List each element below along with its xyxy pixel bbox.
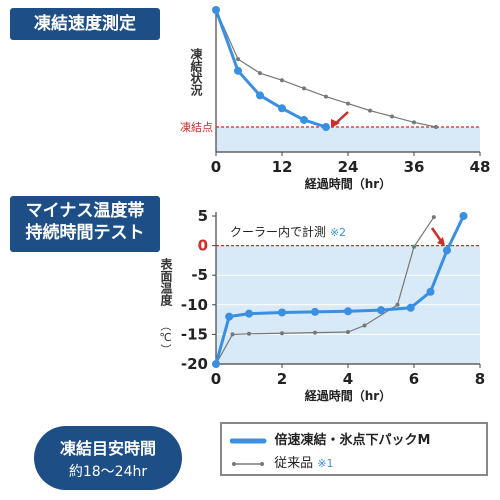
chart2-annotation-note: ※2 [330, 226, 346, 239]
freeze-time-badge: 凍結目安時間 約18〜24hr [34, 426, 182, 490]
chart2-point-main [443, 246, 451, 255]
chart1-ylabel: 凍結状況 [189, 48, 203, 96]
chart1-point-conventional [236, 57, 240, 62]
chart2-point-conventional [395, 302, 400, 307]
chart1-arrow-icon [331, 111, 349, 128]
chart1-point-main [212, 6, 220, 14]
chart2-y-tick-label: -20 [181, 355, 208, 373]
legend-swatch-main [230, 438, 267, 443]
badge-subtitle: 約18〜24hr [68, 464, 148, 480]
chart2-point-conventional [313, 330, 317, 335]
chart1-point-main [278, 104, 286, 113]
chart2-annotation: クーラー内で計測 ※2 [230, 224, 346, 239]
chart2-point-main [278, 308, 286, 317]
chart2: 0 2 4 6 8 5 0 -5 -10 -15 -20 クーラー内で計測 ※2 経過時間（hr） [181, 207, 485, 403]
chart1-point-conventional [412, 120, 416, 125]
chart1-freeze-label: 凍結点 [180, 120, 213, 134]
legend-label-main: 倍速凍結・氷点下パックM [274, 433, 431, 448]
chart2-x-tick-label: 6 [409, 370, 419, 388]
badge-title: 凍結目安時間 [59, 439, 156, 458]
chart2-point-main [245, 309, 253, 318]
chart2-y-tick-label: -5 [191, 266, 208, 284]
chart1-point-main [322, 123, 330, 131]
chart2-point-conventional [412, 244, 416, 249]
chart2-x-tick-label: 4 [343, 370, 353, 388]
legend-swatch-conventional [232, 461, 264, 466]
chart1-point-conventional [280, 78, 284, 83]
chart2-point-conventional [280, 331, 284, 336]
chart1-point-conventional [368, 108, 372, 113]
chart1-point-main [300, 115, 308, 124]
chart1-point-conventional [346, 101, 350, 106]
chart2-point-conventional [247, 331, 251, 336]
chart2-title: マイナス温度帯 持続時間テスト [10, 196, 160, 252]
chart2-point-main [459, 212, 468, 220]
chart1-point-conventional [302, 86, 306, 91]
chart1-x-tick-label: 24 [338, 158, 359, 176]
chart2-y-tick-label: 5 [198, 207, 208, 225]
chart2-x-tick-label: 8 [475, 370, 485, 388]
chart2-y-tick-label: -10 [181, 296, 208, 314]
chart2-x-tick-label: 0 [211, 370, 221, 388]
chart2-annotation-text: クーラー内で計測 [230, 224, 326, 239]
chart2-point-main [225, 312, 234, 321]
chart2-point-conventional [230, 332, 235, 337]
chart2-point-main [311, 307, 319, 316]
chart1-point-conventional [324, 94, 328, 99]
chart2-point-main [377, 306, 385, 315]
chart2-point-conventional [362, 323, 367, 328]
chart2-title-line2: 持続時間テスト [25, 223, 145, 243]
chart1-x-tick-label: 36 [404, 158, 425, 176]
chart2-y-tick-label: 0 [198, 237, 208, 255]
chart1-x-tick-label: 48 [470, 158, 491, 176]
legend-item-main: 倍速凍結・氷点下パックM [230, 429, 430, 448]
chart2-point-conventional [346, 330, 350, 335]
chart2-y-tick-label: -15 [181, 325, 208, 343]
chart2-point-main [344, 307, 352, 316]
chart2-series-conventional-line [215, 216, 435, 365]
chart1-x-tick-label: 12 [272, 158, 293, 176]
chart2-point-conventional [431, 215, 436, 220]
chart1-point-main [234, 66, 242, 75]
chart2-ylabel: 表面温度 [159, 258, 173, 306]
chart1-x-tick-label: 0 [211, 158, 221, 176]
legend: 倍速凍結・氷点下パックM 従来品 ※1 [220, 422, 488, 476]
chart1-point-conventional [390, 114, 394, 119]
chart1-point-main [256, 91, 264, 100]
chart2-arrow-icon [430, 227, 445, 246]
chart1-point-conventional [434, 125, 438, 129]
chart2-point-main [406, 303, 415, 312]
chart1-below-freeze-fill [216, 127, 480, 152]
chart1: 凍結点 0 12 24 36 48 経過時間（hr） [180, 6, 490, 191]
chart2-xlabel: 経過時間（hr） [305, 388, 391, 403]
chart2-point-main [212, 360, 220, 368]
chart2-title-line1: マイナス温度帯 [25, 201, 145, 221]
chart1-series-main-line [214, 9, 327, 129]
chart1-point-conventional [258, 71, 262, 76]
legend-note: ※1 [317, 457, 334, 470]
chart1-xlabel: 経過時間（hr） [305, 176, 391, 191]
legend-item-conventional: 従来品 ※1 [230, 452, 334, 471]
chart2-point-main [426, 287, 435, 296]
chart1-series-conventional-line [215, 9, 437, 128]
chart1-title: 凍結速度測定 [10, 8, 160, 40]
legend-label-conventional: 従来品 [274, 456, 314, 471]
chart2-yunit: （℃） [159, 320, 172, 355]
chart2-x-tick-label: 2 [277, 370, 287, 388]
